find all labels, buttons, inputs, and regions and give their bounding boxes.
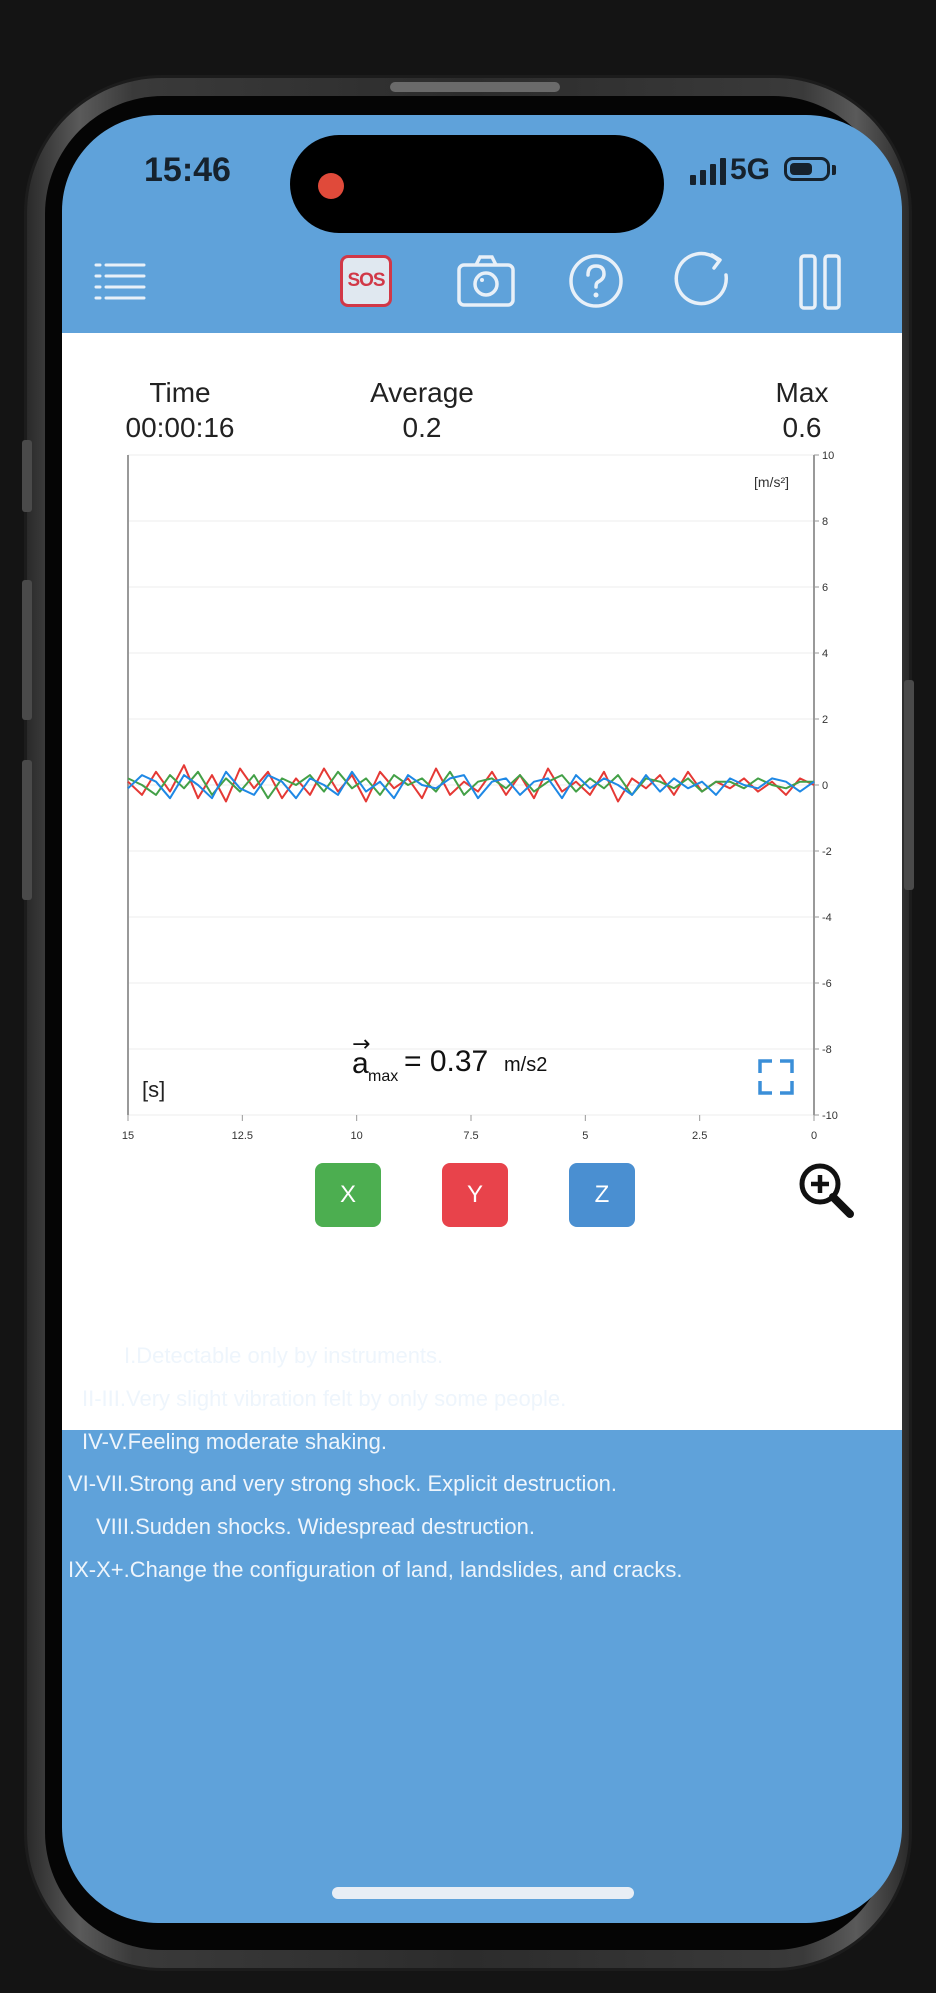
z-series-line: [127, 770, 815, 800]
amax-arrow: →: [352, 1032, 370, 1057]
camera-icon[interactable]: [456, 253, 516, 309]
battery-cap: [832, 165, 836, 175]
time-value: 00:00:16: [125, 412, 235, 443]
x-unit-label: [s]: [142, 1077, 165, 1102]
status-time: 15:46: [144, 151, 231, 189]
expand-icon[interactable]: [758, 1059, 794, 1095]
network-type: 5G: [730, 153, 771, 186]
intensity-line-1: I.Detectable only by instruments.: [124, 1343, 444, 1368]
y-tick-label: -8: [822, 1044, 832, 1056]
volume-down-button: [22, 760, 32, 900]
y-tick-label: 4: [822, 648, 828, 660]
y-unit-label: [m/s²]: [754, 474, 789, 490]
y-axis-button[interactable]: Y: [442, 1163, 508, 1227]
acceleration-chart: 10 8 6 4 2 0 -2 -4 -6 -8 -10 15 12.5 10 7.5 5 2.5 0 [m/s…: [122, 450, 838, 1142]
intensity-title: Instrumental Intensity scale: [82, 1273, 425, 1303]
x-tick-label: 10: [351, 1130, 363, 1142]
amax-value: = 0.37: [404, 1045, 488, 1078]
pause-icon[interactable]: [798, 253, 842, 311]
volume-up-button: [22, 580, 32, 720]
intensity-line-6: IX-X+.Change the configuration of land, …: [68, 1557, 683, 1582]
max-label: Max: [775, 377, 829, 408]
intensity-line-4: VI-VII.Strong and very strong shock. Exp…: [68, 1471, 618, 1496]
z-axis-button[interactable]: Z: [569, 1163, 635, 1227]
y-tick-label: -6: [822, 978, 832, 990]
x-tick-label: 0: [811, 1130, 817, 1142]
side-button: [22, 440, 32, 512]
intensity-line-3: IV-V.Feeling moderate shaking.: [82, 1429, 387, 1454]
amax-subscript: max: [368, 1068, 398, 1085]
time-label: Time: [149, 377, 211, 408]
average-label: Average: [370, 377, 474, 408]
y-tick-label: -10: [822, 1110, 838, 1122]
x-tick-label: 5: [582, 1130, 588, 1142]
max-value: 0.6: [782, 412, 822, 443]
amax-symbol: a: [352, 1047, 369, 1080]
recording-indicator: [318, 173, 344, 199]
phone-screen: 15:46 5G SOS Ti: [62, 115, 902, 1923]
intensity-line-2: II-III.Very slight vibration felt by onl…: [82, 1386, 567, 1411]
y-tick-label: 8: [822, 516, 828, 528]
signal-icon: [690, 157, 726, 185]
battery-icon: [784, 157, 830, 181]
average-value: 0.2: [402, 412, 442, 443]
intensity-line-5: VIII.Sudden shocks. Widespread destructi…: [96, 1514, 536, 1539]
power-button: [904, 680, 914, 890]
dynamic-island: [290, 135, 664, 233]
y-tick-label: -2: [822, 846, 832, 858]
x-tick-label: 2.5: [692, 1130, 707, 1142]
zoom-in-icon[interactable]: [796, 1160, 856, 1220]
y-tick-label: 2: [822, 714, 828, 726]
amax-unit: m/s2: [504, 1054, 547, 1076]
x-tick-label: 7.5: [463, 1130, 478, 1142]
sos-button[interactable]: SOS: [340, 255, 392, 307]
y-tick-label: 6: [822, 582, 828, 594]
y-tick-label: 0: [822, 780, 828, 792]
home-indicator[interactable]: [332, 1887, 634, 1899]
measurement-panel: [62, 333, 902, 1430]
refresh-icon[interactable]: [674, 251, 734, 311]
y-tick-label: -4: [822, 912, 832, 924]
y-tick-label: 10: [822, 450, 834, 462]
x-tick-label: 15: [122, 1130, 134, 1142]
top-speaker-notch: [390, 82, 560, 92]
x-tick-label: 12.5: [232, 1130, 253, 1142]
help-icon[interactable]: [568, 253, 624, 309]
x-axis-button[interactable]: X: [315, 1163, 381, 1227]
menu-icon[interactable]: [94, 261, 146, 301]
